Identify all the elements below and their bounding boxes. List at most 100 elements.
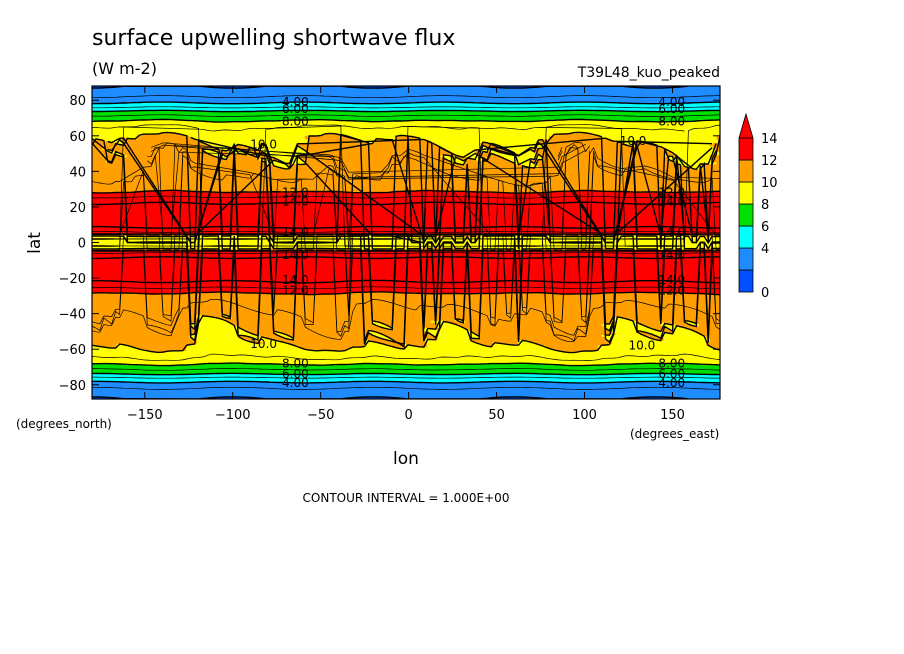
contour-fill-cell [440,155,452,158]
contour-fill-cell [203,142,261,146]
contour-label: 14.0 [282,195,309,209]
contour-fill-cell [608,340,711,343]
contour-fill-cell [458,363,550,366]
contour-fill-cell [542,155,665,158]
contour-fill-cell [193,119,281,123]
contour-fill-cell [92,395,720,398]
contour-label: 10.0 [620,134,647,148]
contour-fill-cell [92,336,191,340]
contour-fill-cell [367,331,379,334]
contour-line [151,142,586,173]
contour-fill-cell [395,190,477,194]
contour-label: 14.0 [658,273,685,287]
contour-fill-cell [385,334,435,338]
contour-fill-cell [92,94,720,98]
contour-fill-cell [92,230,720,233]
contour-fill-cell [692,329,720,333]
contour-fill-cell [482,343,494,347]
contour-fill-cell [433,334,480,338]
contour-fill-cell [130,345,187,349]
contour-fill-cell [92,118,720,121]
contour-fill-cell [92,350,156,354]
contour-line [92,125,685,132]
contour-fill-cell [92,363,128,366]
contour-fill-cell [461,158,477,162]
contour-line [92,225,720,229]
contour-line [92,376,720,379]
contour-fill-cell [482,144,501,148]
contour-fill-cell [276,158,302,162]
colorbar-tick-label: 0 [761,286,769,301]
contour-fill-cell [381,326,393,329]
contour-fill-cell [287,164,522,167]
contour-fill-cell [92,329,198,333]
contour-fill-cell [109,141,124,144]
contour-fill-cell [207,86,261,89]
contour-fill-cell [681,397,720,399]
contour-fill-cell [538,343,609,347]
contour-fill-cell [475,153,494,156]
contour-fill-cell [549,363,616,366]
contour-fill-cell [92,265,720,268]
contour-fill-cell [92,349,145,352]
contour-fill-cell [259,340,281,343]
contour-fill-cell [604,338,655,341]
contour-fill-cell [392,338,425,341]
contour-label: 4.00 [282,376,309,390]
contour-fill-cell [322,134,344,137]
contour-fill-cell [92,110,720,114]
contour-label: 14.0 [282,225,309,239]
contour-fill-cell [395,340,425,343]
colorbar-tick-label: 14 [761,132,778,147]
contour-fill-cell [287,334,376,338]
contour-fill-cell [92,333,198,336]
contour-fill-cell [587,132,720,135]
contour-fill-cell [196,333,254,336]
contour-fill-cell [430,333,477,336]
contour-fill-cell [395,135,414,139]
contour-fill-cell [221,157,229,160]
contour-label: 14.0 [282,273,309,287]
contour-fill-cell [517,343,540,347]
contour-fill-cell [503,146,543,149]
contour-fill-cell [242,150,261,153]
contour-fill-cell [175,132,575,135]
contour-fill-cell [92,368,720,372]
contour-fill-cell [556,349,599,352]
contour-fill-cell [255,342,264,345]
contour-fill-cell [650,333,700,336]
contour-fill-cell [92,242,720,245]
contour-fill-cell [486,158,508,162]
contour-fill-cell [615,322,641,325]
contour-fill-cell [653,327,669,331]
contour-fill-cell [664,338,711,341]
contour-fill-cell [667,327,690,331]
contour-fill-cell [664,331,676,334]
contour-line [92,380,720,384]
contour-fill-cell [276,333,285,336]
contour-fill-cell [639,333,651,336]
contour-fill-cell [92,317,198,320]
contour-fill-cell [92,87,720,91]
contour-line [92,101,720,105]
contour-fill-cell [573,132,589,135]
contour-label: 8.00 [658,115,685,129]
contour-fill-cell [119,151,208,155]
x-tick-label: −100 [215,408,251,423]
contour-fill-cell [92,212,720,215]
contour-fill-cell [245,153,250,156]
contour-fill-cell [92,382,720,386]
contour-fill-cell [304,135,351,139]
contour-line [92,106,720,109]
contour-fill-cell [189,336,240,340]
contour-fill-cell [235,324,376,327]
contour-fill-cell [116,345,131,349]
contour-fill-cell [196,235,268,238]
contour-fill-cell [242,327,386,331]
contour-fill-cell [615,320,637,324]
contour-fill-cell [374,141,432,144]
contour-fill-cell [475,342,494,345]
contour-fill-cell [92,109,720,112]
y-units-label: (degrees_north) [16,417,112,431]
contour-fill-cell [643,324,662,327]
